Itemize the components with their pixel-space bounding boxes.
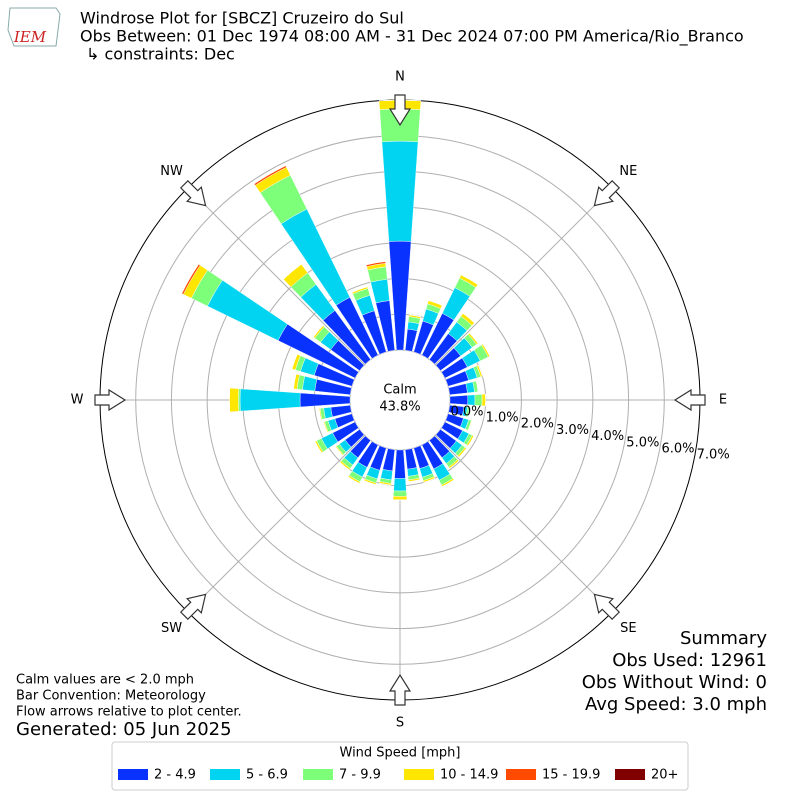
bar-segment (394, 449, 406, 479)
bar-segment (239, 388, 301, 412)
flow-arrow (593, 179, 621, 207)
spoke (187, 435, 365, 613)
bar-segment (393, 490, 407, 497)
calm-value: 43.8% (379, 400, 420, 415)
bar-segment (351, 286, 368, 293)
direction-label: S (396, 716, 404, 731)
bar-segment (181, 264, 199, 294)
direction-label: SW (161, 621, 182, 636)
polar-plot: N NE E SE S SW W NW 0.0% 1.0% 2.0% 3.0% 4.0% 5.0% 6.0%… (71, 70, 730, 731)
bar-segment (467, 435, 475, 447)
bar-segment (482, 343, 491, 357)
bar-segment (254, 165, 286, 185)
calm-circle (351, 351, 449, 449)
summary: Avg Speed: 3.0 mph (585, 694, 767, 715)
bar-segment (364, 480, 376, 485)
bar-segment (370, 279, 390, 304)
flow-arrow (388, 94, 412, 127)
legend-label: 20+ (651, 768, 678, 783)
note: Flow arrows relative to plot center. (16, 705, 242, 720)
r-tick-label: 4.0% (591, 429, 624, 444)
bar-segment (339, 462, 350, 471)
direction-label: NW (160, 164, 183, 179)
note: Bar Convention: Meteorology (16, 689, 206, 704)
bar-segment (476, 380, 479, 392)
legend-swatch (303, 769, 333, 780)
bar-segment (379, 482, 392, 486)
flow-arrow (673, 388, 706, 412)
direction-label: NE (619, 164, 637, 179)
r-tick-label: 3.0% (556, 423, 589, 438)
logo-text: IEM (13, 28, 47, 46)
title: Windrose Plot for [SBCZ] Cruzeiro do Sul (80, 9, 404, 28)
legend-label: 2 - 4.9 (154, 768, 196, 783)
direction-label: W (71, 393, 84, 408)
bar-segment (335, 446, 343, 456)
bar-segment (347, 476, 360, 484)
summary: Obs Without Wind: 0 (582, 672, 767, 693)
bar-segment (392, 495, 408, 501)
legend-label: 7 - 9.9 (339, 768, 381, 783)
bar-segment (323, 421, 328, 433)
bar-segment (442, 479, 455, 487)
legend-swatch (506, 769, 536, 780)
bar-segment (381, 140, 419, 242)
legend-swatch (615, 769, 645, 780)
r-tick-label: 6.0% (661, 442, 694, 457)
r-tick-label: 5.0% (626, 435, 659, 450)
logo: IEM (7, 7, 61, 47)
r-tick-label: 7.0% (697, 448, 730, 463)
bar-segment (299, 392, 351, 408)
legend-label: 15 - 19.9 (542, 768, 600, 783)
direction-label: SE (620, 621, 636, 636)
flow-arrow (94, 388, 127, 412)
bar-segment (302, 375, 318, 392)
spoke (435, 435, 613, 613)
spoke (435, 187, 613, 365)
bar-segment (458, 448, 467, 458)
calm-label: Calm (383, 383, 416, 398)
r-tick-label: 0.0% (450, 404, 483, 419)
legend-title: Wind Speed [mph] (340, 746, 461, 761)
direction-label: E (719, 393, 727, 408)
flow-arrow (593, 593, 621, 621)
bar-segment (314, 441, 322, 454)
bar-segment (468, 420, 473, 431)
flow-arrow (179, 179, 207, 207)
bar-segment (428, 300, 443, 306)
bar-segment (293, 374, 297, 389)
note: Calm values are < 2.0 mph (16, 673, 194, 688)
bar-segment (283, 264, 302, 280)
summary: Obs Used: 12961 (612, 650, 767, 671)
legend: Wind Speed [mph] 2 - 4.9 5 - 6.9 7 - 9.9 10… (111, 741, 689, 791)
flow-arrow (179, 593, 207, 621)
generated: Generated: 05 Jun 2025 (16, 719, 232, 740)
direction-label: N (395, 70, 405, 85)
bar-segment (318, 408, 322, 420)
bar-segment (408, 314, 421, 318)
summary: Summary (680, 628, 767, 649)
flow-arrow (388, 673, 412, 706)
bar-segment (229, 387, 239, 413)
legend-swatch (118, 769, 148, 780)
legend-swatch (404, 769, 434, 780)
legend-swatch (210, 769, 240, 780)
legend-label: 10 - 14.9 (440, 768, 498, 783)
r-tick-label: 2.0% (521, 417, 554, 432)
bar-segment (393, 478, 407, 492)
constraints: ↳ constraints: Dec (86, 45, 235, 64)
legend-label: 5 - 6.9 (246, 768, 288, 783)
r-tick-label: 1.0% (486, 411, 519, 426)
subtitle: Obs Between: 01 Dec 1974 08:00 AM - 31 D… (80, 27, 744, 47)
spoke (187, 187, 365, 365)
